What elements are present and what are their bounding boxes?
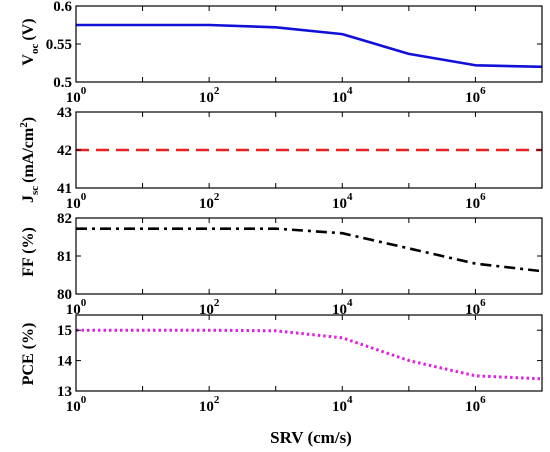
x-tick-label: 104 [332, 394, 353, 415]
y-axis-label-pce: PCE (%) [20, 323, 37, 386]
series-line-ff [76, 227, 543, 273]
x-tick-label: 100 [66, 191, 87, 212]
y-axis-label-voc: Voc(V) [20, 18, 41, 65]
y-axis-label-jsc: Jsc(mA/cm2) [18, 117, 41, 203]
panel-voc: 0.5 0.55 0.6 100 102 104 106 Voc(V) [20, 0, 543, 106]
x-tick-label: 102 [199, 85, 220, 106]
x-tick-label: 100 [66, 85, 87, 106]
panel-pce: 13 14 15 100 102 104 106 PCE (%) [20, 314, 543, 415]
axes-frame-voc [75, 5, 543, 83]
x-tick-label: 100 [66, 394, 87, 415]
x-tick-label: 104 [332, 297, 353, 318]
y-tick-label: 0.5 [53, 75, 72, 91]
y-tick-label: 14 [57, 354, 73, 370]
x-tick-label: 106 [465, 394, 486, 415]
y-axis-label-ff: FF (%) [20, 227, 37, 277]
y-tick-label: 82 [57, 211, 72, 227]
x-tick-label: 102 [199, 394, 220, 415]
x-tick-label: 102 [199, 297, 220, 318]
axes-frame-pce [75, 314, 543, 392]
y-tick-label: 81 [57, 249, 72, 265]
series-line-voc [76, 23, 543, 69]
y-tick-label: 80 [57, 287, 72, 303]
x-tick-label: 106 [465, 297, 486, 318]
y-tick-label: 15 [57, 323, 72, 339]
x-axis-label: SRV (cm/s) [270, 428, 352, 447]
y-tick-label: 43 [57, 105, 72, 121]
axes-frame-ff [75, 217, 543, 295]
x-tick-label: 104 [332, 85, 353, 106]
y-tick-label: 0.6 [53, 0, 72, 15]
x-tick-label: 106 [465, 191, 486, 212]
y-tick-label: 42 [57, 143, 72, 159]
x-tick-label: 106 [465, 85, 486, 106]
x-tick-label: 102 [199, 191, 220, 212]
x-tick-label: 100 [66, 297, 87, 318]
x-tick-label: 104 [332, 191, 353, 212]
panel-ff: 80 81 82 100 102 104 106 FF (%) [20, 211, 543, 318]
y-tick-label: 0.55 [46, 37, 72, 53]
series-line-pce [76, 328, 543, 381]
y-tick-label: 41 [57, 181, 72, 197]
y-tick-label: 13 [57, 384, 72, 400]
panel-jsc: 41 42 43 100 102 104 106 Jsc(mA/cm2) [18, 105, 543, 212]
